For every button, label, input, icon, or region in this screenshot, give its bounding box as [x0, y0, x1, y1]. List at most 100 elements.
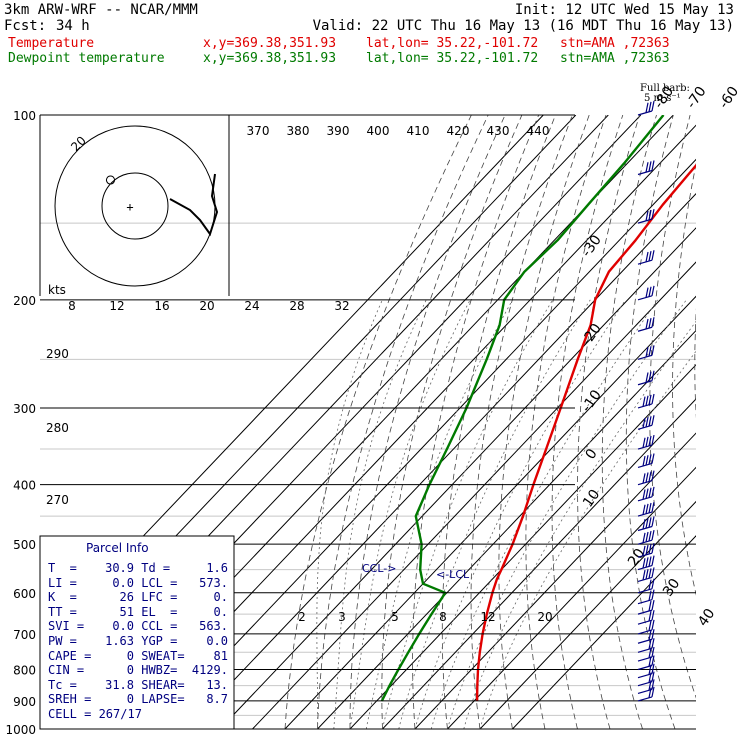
legend-dewpoint-latlon: lat,lon= 35.22,-101.72	[366, 51, 539, 66]
parcel-info-cell: 0.	[213, 590, 228, 605]
isotherm-line	[512, 535, 696, 729]
parcel-info-cell: 0.	[213, 604, 228, 619]
wind-barb-flag	[648, 600, 652, 612]
hodograph-speed-label: 32	[334, 299, 349, 313]
isotherm-tick-label: 10	[580, 487, 603, 511]
wind-barb-flag	[651, 578, 655, 589]
legend-dewpoint-xy: x,y=369.38,351.93	[203, 51, 337, 66]
theta-left-label: 280	[46, 421, 69, 435]
parcel-info-cell: CCL =	[134, 619, 178, 634]
dry-adiabat	[625, 115, 676, 729]
wind-barb-flag	[651, 415, 655, 426]
moist-adiabat	[365, 299, 513, 729]
wind-barb	[637, 656, 653, 662]
forecast-label: Fcst:	[4, 18, 47, 34]
wind-barb-flag	[648, 286, 652, 297]
wind-barb-flag	[651, 543, 655, 554]
wind-barb-flag	[648, 517, 652, 528]
parcel-info-cell: TT =	[48, 604, 77, 619]
wind-barb-flag	[651, 516, 655, 527]
wind-barb-flag	[645, 472, 649, 483]
wind-barb-flag	[648, 639, 652, 650]
parcel-info-cell: 0	[126, 663, 134, 678]
wind-barb	[637, 688, 653, 694]
theta-label: 370	[247, 124, 270, 138]
wind-barb-flag	[648, 664, 652, 675]
parcel-info-box: Parcel Info	[39, 535, 235, 730]
wind-barb-flag	[648, 568, 652, 579]
wind-barb-flag	[648, 630, 652, 641]
moist-adiabat	[349, 299, 471, 729]
wind-barb	[637, 565, 653, 571]
dry-adiabat	[284, 115, 472, 729]
wind-barb-flag	[645, 518, 649, 529]
wind-barb-flag	[648, 590, 652, 601]
wind-barb-flag	[651, 638, 655, 649]
wind-barb	[637, 169, 653, 176]
wind-barb-flag	[645, 436, 649, 447]
pressure-tick-label: 100	[13, 109, 36, 123]
dry-adiabat	[381, 115, 523, 729]
wind-barb-flag	[648, 530, 652, 542]
wind-barb-flag	[648, 454, 652, 465]
wind-barb	[637, 539, 653, 545]
pressure-tick-label: 300	[13, 402, 36, 416]
wind-barb-flag	[648, 687, 652, 698]
wind-barb-flag	[642, 456, 646, 467]
wind-barb	[637, 588, 653, 594]
parcel-info-table: T = 30.9 Td = 1.6 LI = 0.0 LCL = 573. K = 26 LF…	[48, 561, 230, 722]
parcel-info-cell: LI =	[48, 575, 77, 590]
wind-barb-flag	[648, 620, 652, 631]
legend-dewpoint-name: Dewpoint temperature	[8, 51, 165, 66]
wind-barb	[637, 599, 653, 605]
wind-barb	[637, 380, 653, 386]
mixing-ratio-label: 12	[480, 610, 495, 624]
parcel-info-cell: T =	[48, 561, 77, 575]
parcel-info-title: Parcel Info	[86, 541, 149, 555]
wind-barb-flag	[648, 672, 652, 683]
wind-barb-flag	[648, 680, 652, 691]
parcel-info-row: PW = 1.63 YGP = 0.0	[48, 634, 230, 649]
wind-barb-flag	[648, 318, 652, 329]
barb-key-line1: Full barb:	[640, 83, 690, 94]
hodograph-center: +	[126, 200, 133, 214]
wind-barb	[637, 462, 653, 469]
wind-barb-flag	[645, 531, 649, 543]
wind-barb-flag	[651, 100, 655, 112]
wind-barb-flag	[645, 102, 649, 113]
hodograph-storm-motion-icon	[106, 175, 115, 185]
pressure-tick-label: 200	[13, 294, 36, 308]
parcel-info-cell: CIN =	[48, 663, 85, 678]
wind-barb-flag	[648, 251, 652, 262]
wind-barb-flag	[648, 416, 652, 427]
wind-barb	[637, 480, 653, 486]
parcel-info-cell: SHEAR=	[134, 677, 185, 692]
theta-label: 420	[447, 124, 470, 138]
wind-barb-flag	[645, 210, 649, 222]
wind-barb-flag	[648, 209, 652, 221]
wind-barb-flag	[642, 489, 646, 500]
mixing-ratio-label: 2	[298, 610, 306, 624]
hodograph-ring-inner	[101, 172, 169, 240]
wind-barb	[637, 664, 653, 671]
wind-barb-flag	[651, 555, 655, 566]
parcel-info-row: TT = 51 EL = 0.	[48, 605, 230, 620]
dry-adiabat	[601, 115, 657, 729]
wind-barb-flag	[651, 453, 655, 464]
parcel-info-cell: 4129.	[191, 663, 228, 678]
parcel-info-row: Tc = 31.8 SHEAR= 13.	[48, 678, 230, 693]
dry-adiabat	[317, 115, 489, 729]
isotherm-tick-label: 40	[695, 606, 718, 630]
wind-barb-flag	[645, 347, 649, 358]
wind-barb-flag	[648, 346, 652, 357]
wind-barb-flag	[645, 318, 649, 330]
parcel-info-cell: K =	[48, 590, 77, 605]
theta-label: 380	[287, 124, 310, 138]
wind-barb	[637, 496, 653, 502]
wind-barb	[637, 218, 653, 224]
hodograph-speed-label: 28	[289, 299, 304, 313]
wind-barb-flag	[651, 501, 655, 513]
barb-key: Full barb: 5 m s⁻¹	[640, 84, 690, 104]
moist-adiabat	[414, 299, 626, 729]
dry-adiabat	[551, 115, 624, 729]
